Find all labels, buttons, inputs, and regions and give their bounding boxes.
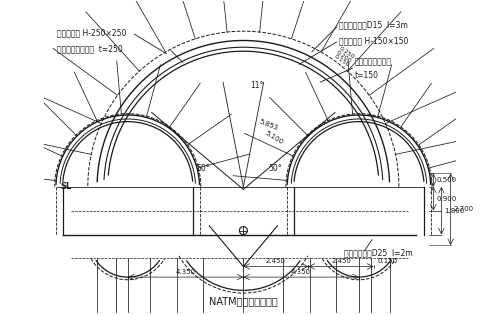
Text: 0.150: 0.150 bbox=[333, 54, 350, 67]
Text: 50°: 50° bbox=[268, 163, 282, 173]
Text: 4.350: 4.350 bbox=[176, 269, 196, 275]
Text: SL: SL bbox=[60, 182, 71, 191]
Text: 鉢製支保工 H-150×150: 鉢製支保工 H-150×150 bbox=[339, 36, 408, 45]
Text: 0.150: 0.150 bbox=[378, 258, 398, 264]
Text: 4.350: 4.350 bbox=[291, 269, 311, 275]
Text: 2.700: 2.700 bbox=[454, 206, 474, 212]
Text: 0.500: 0.500 bbox=[436, 177, 456, 183]
Text: NATM区間標準断面図: NATM区間標準断面図 bbox=[209, 296, 278, 306]
Text: 0.900: 0.900 bbox=[436, 196, 457, 202]
Text: t=150: t=150 bbox=[355, 71, 379, 80]
Text: 50°: 50° bbox=[196, 163, 210, 173]
Text: 1.800: 1.800 bbox=[444, 208, 465, 214]
Text: 5.853: 5.853 bbox=[258, 119, 278, 132]
Text: 0.200: 0.200 bbox=[336, 50, 352, 64]
Text: 吹付コンクリート: 吹付コンクリート bbox=[355, 57, 392, 66]
Text: 0.250: 0.250 bbox=[338, 46, 355, 60]
Text: 鉢製支保工 H-250×250: 鉢製支保工 H-250×250 bbox=[58, 28, 126, 37]
Text: 11°: 11° bbox=[250, 81, 264, 90]
Text: 吹付コンクリート  t=250: 吹付コンクリート t=250 bbox=[58, 44, 123, 53]
Text: ロックボルトD25  l=2m: ロックボルトD25 l=2m bbox=[344, 249, 413, 258]
Text: ロックボルトD15  l=3m: ロックボルトD15 l=3m bbox=[339, 20, 408, 29]
Text: 2.450: 2.450 bbox=[331, 258, 351, 264]
Text: 2.450: 2.450 bbox=[266, 258, 286, 264]
Text: 5.100: 5.100 bbox=[264, 129, 284, 145]
